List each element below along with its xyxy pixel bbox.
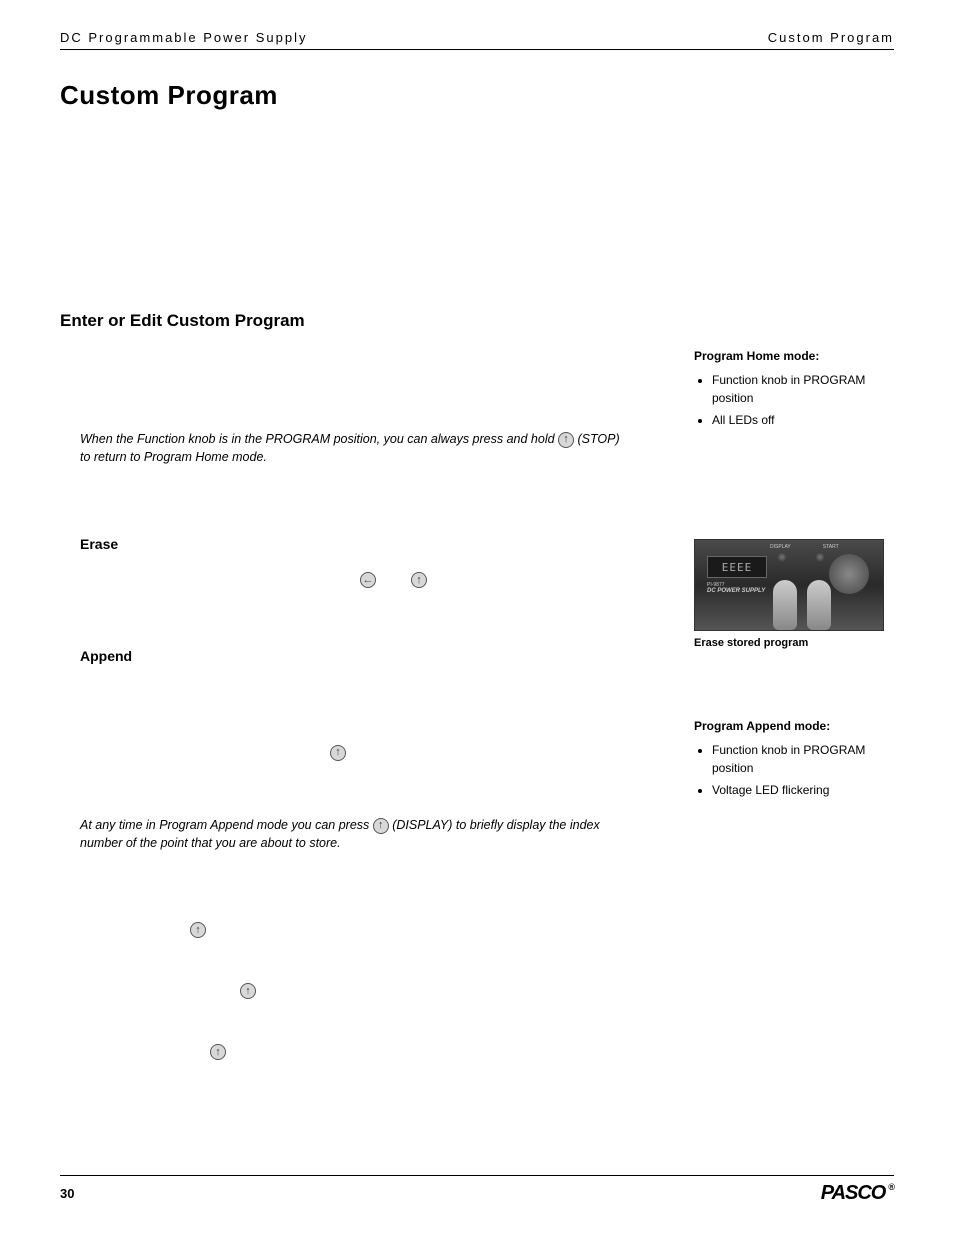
erase-heading: Erase: [80, 536, 674, 552]
left-arrow-icon: ←: [360, 572, 376, 588]
up-arrow-icon: ↑: [190, 922, 206, 938]
note2-part-a: At any time in Program Append mode you c…: [80, 818, 373, 832]
knob-icon: [829, 554, 869, 594]
device-image: DISPLAY START EEEE PI-9877 DC POWER SUPP…: [694, 539, 884, 631]
step-icon-3: ↑: [210, 1044, 674, 1060]
page-number: 30: [60, 1186, 74, 1201]
up-arrow-icon: ↑: [330, 745, 346, 761]
thumb-icon: [807, 580, 831, 630]
side-title-home: Program Home mode:: [694, 349, 894, 363]
append-icon: ↑: [330, 744, 674, 762]
list-item: Function knob in PROGRAM position: [712, 371, 894, 407]
subtitle: Enter or Edit Custom Program: [60, 311, 674, 331]
header-left: DC Programmable Power Supply: [60, 30, 307, 45]
device-button-icon: [777, 552, 787, 562]
list-item: All LEDs off: [712, 411, 894, 429]
device-name: DC POWER SUPPLY: [707, 588, 765, 594]
device-button-icon: [815, 552, 825, 562]
note-append: At any time in Program Append mode you c…: [80, 817, 620, 852]
up-arrow-icon: ↑: [411, 572, 427, 588]
footer: 30 PASCO®: [60, 1175, 894, 1205]
brand-logo: PASCO®: [821, 1182, 894, 1205]
header: DC Programmable Power Supply Custom Prog…: [60, 30, 894, 50]
note-program-home: When the Function knob is in the PROGRAM…: [80, 431, 620, 466]
page-title: Custom Program: [60, 80, 894, 111]
side-list-home: Function knob in PROGRAM position All LE…: [712, 371, 894, 429]
step-icon-1: ↑: [190, 922, 674, 938]
step-icon-2: ↑: [240, 983, 674, 999]
side-block-append: Program Append mode: Function knob in PR…: [694, 719, 894, 799]
side-column: Program Home mode: Function knob in PROG…: [694, 311, 894, 1105]
header-right: Custom Program: [768, 30, 894, 45]
erase-icons: ← ↑: [360, 572, 674, 588]
device-top-label: START: [823, 544, 839, 550]
note1-part-a: When the Function knob is in the PROGRAM…: [80, 432, 558, 446]
device-top-label: DISPLAY: [770, 544, 791, 550]
side-block-home: Program Home mode: Function knob in PROG…: [694, 349, 894, 429]
side-title-append: Program Append mode:: [694, 719, 894, 733]
up-arrow-icon: ↑: [373, 818, 389, 834]
list-item: Function knob in PROGRAM position: [712, 741, 894, 777]
main-column: Enter or Edit Custom Program When the Fu…: [60, 311, 674, 1105]
up-arrow-icon: ↑: [210, 1044, 226, 1060]
up-arrow-icon: ↑: [240, 983, 256, 999]
side-list-append: Function knob in PROGRAM position Voltag…: [712, 741, 894, 799]
device-display: EEEE: [707, 556, 767, 578]
append-heading: Append: [80, 648, 674, 664]
device-caption: Erase stored program: [694, 637, 894, 649]
up-arrow-icon: ↑: [558, 432, 574, 448]
trademark-icon: ®: [888, 1182, 894, 1192]
logo-text: PASCO: [821, 1182, 886, 1205]
thumb-icon: [773, 580, 797, 630]
list-item: Voltage LED flickering: [712, 781, 894, 799]
